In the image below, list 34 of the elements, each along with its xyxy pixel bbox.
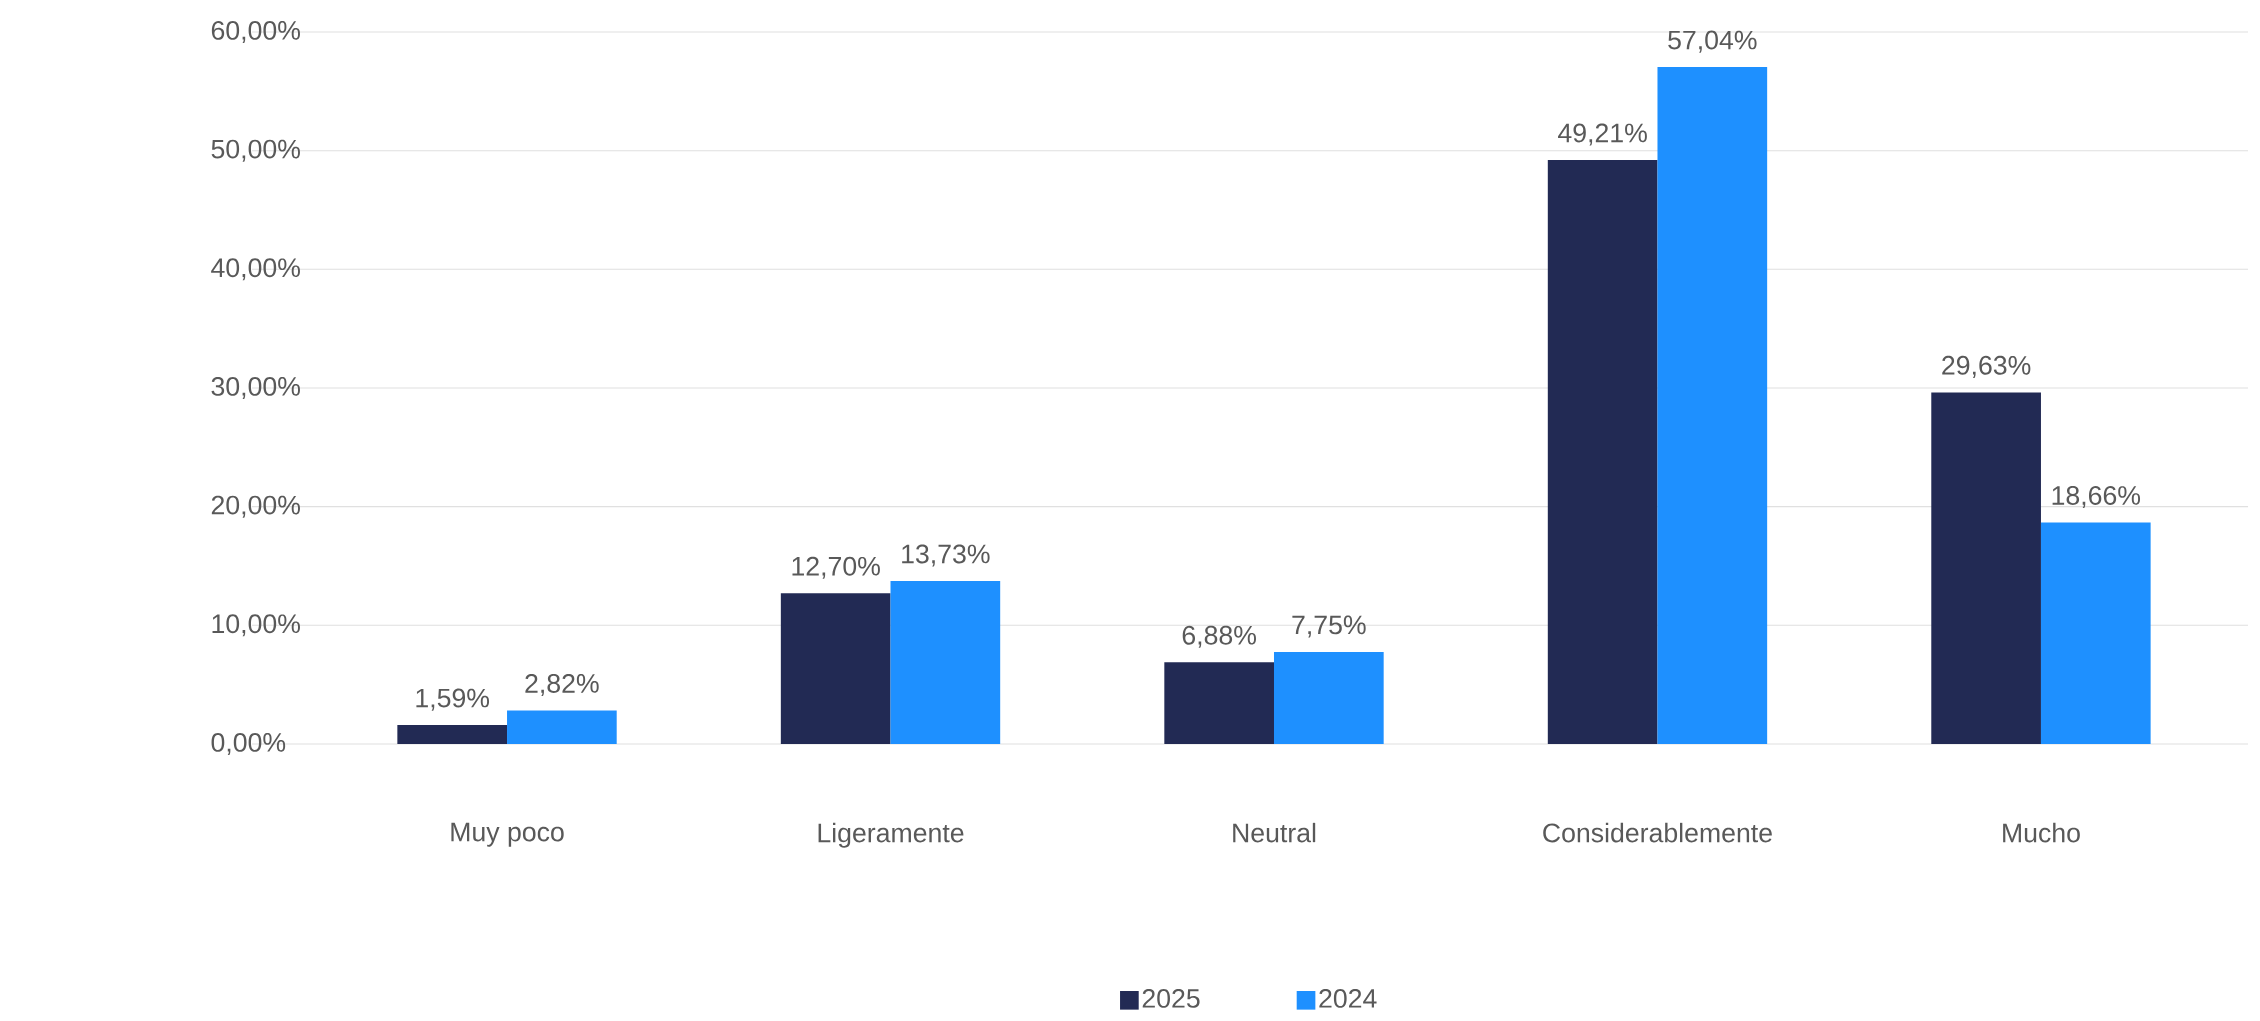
data-label: 18,66% bbox=[2052, 486, 2141, 509]
y-tick-label: 50,00% bbox=[211, 139, 300, 162]
data-label: 49,21% bbox=[1558, 123, 1647, 146]
y-tick-label: 0,00% bbox=[211, 732, 286, 755]
data-label: 13,73% bbox=[902, 544, 990, 567]
x-tick-label: Neutral bbox=[1233, 822, 1316, 843]
data-label: 1,59% bbox=[416, 688, 490, 711]
y-tick-label: 30,00% bbox=[211, 376, 300, 399]
x-tick-label: Ligeramente bbox=[818, 822, 964, 848]
legend-label: 2025 bbox=[1142, 989, 1200, 1008]
bar bbox=[1164, 662, 1274, 744]
y-tick-label: 20,00% bbox=[211, 495, 300, 518]
y-tick-label: 60,00% bbox=[211, 20, 300, 43]
bar bbox=[1274, 652, 1384, 744]
data-label: 12,70% bbox=[792, 556, 880, 579]
x-tick-label: Considerablemente bbox=[1543, 822, 1772, 843]
legend-label: 2024 bbox=[1319, 989, 1377, 1008]
bar bbox=[1657, 67, 1768, 744]
y-tick-label: 10,00% bbox=[212, 614, 300, 637]
bar bbox=[1931, 392, 2041, 744]
bar bbox=[1547, 160, 1658, 744]
y-tick-label: 40,00% bbox=[211, 258, 300, 281]
data-label: 2,82% bbox=[525, 674, 599, 697]
bar bbox=[507, 710, 617, 744]
bar bbox=[780, 593, 891, 744]
x-tick-label: Muy poco bbox=[451, 822, 564, 847]
x-tick-label: Mucho bbox=[2003, 822, 2080, 843]
bar bbox=[890, 581, 1001, 744]
bar bbox=[2040, 522, 2151, 744]
data-label: 29,63% bbox=[1942, 355, 2031, 378]
data-label: 6,88% bbox=[1182, 625, 1256, 648]
data-label: 57,04% bbox=[1668, 30, 1757, 53]
data-label: 7,75% bbox=[1292, 615, 1366, 638]
bar bbox=[397, 725, 508, 744]
